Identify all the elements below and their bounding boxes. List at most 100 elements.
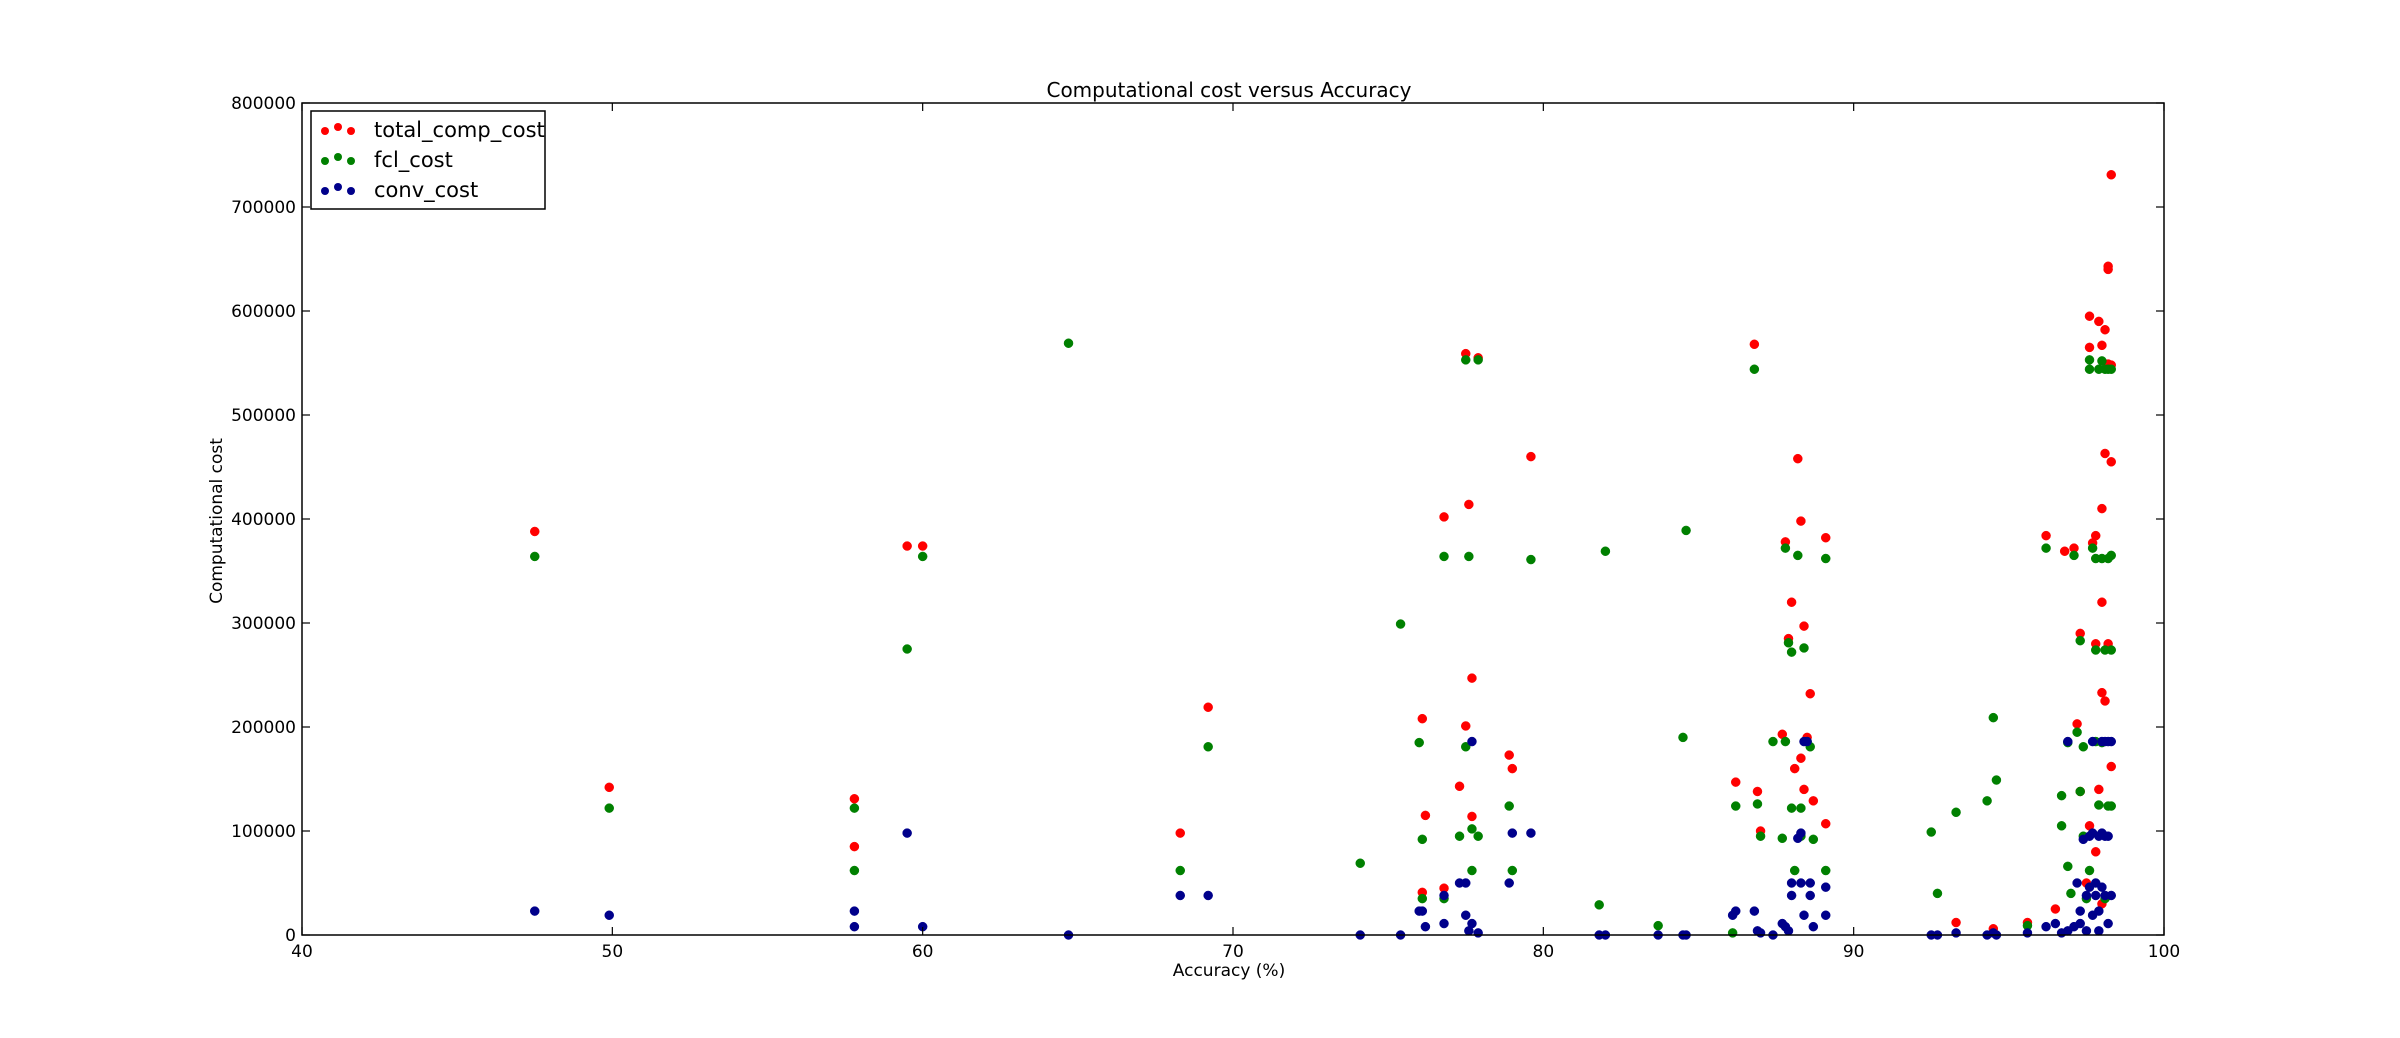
point-fcl_cost — [1467, 865, 1477, 876]
point-conv_cost — [1755, 928, 1766, 938]
point-conv_cost — [2081, 926, 2092, 936]
point-total_comp_cost — [2041, 530, 2051, 541]
point-total_comp_cost — [604, 782, 614, 793]
point-fcl_cost — [2078, 742, 2089, 752]
point-fcl_cost — [1461, 355, 1471, 365]
x-tick-label: 60 — [912, 942, 934, 962]
point-fcl_cost — [1414, 737, 1424, 748]
point-total_comp_cost — [1789, 763, 1800, 774]
point-conv_cost — [2106, 890, 2116, 901]
point-total_comp_cost — [1786, 597, 1797, 607]
legend-label: conv_cost — [374, 178, 478, 203]
point-fcl_cost — [1789, 865, 1800, 876]
point-fcl_cost — [2056, 790, 2067, 801]
point-fcl_cost — [1467, 824, 1477, 834]
y-axis-label: Computational cost — [207, 438, 227, 604]
point-fcl_cost — [2084, 355, 2095, 365]
point-conv_cost — [1805, 878, 1815, 888]
point-fcl_cost — [1504, 801, 1514, 811]
point-conv_cost — [2081, 890, 2092, 901]
point-conv_cost — [1730, 906, 1741, 916]
point-fcl_cost — [1783, 638, 1794, 648]
point-fcl_cost — [2075, 786, 2085, 797]
point-total_comp_cost — [1467, 811, 1477, 822]
point-fcl_cost — [2097, 356, 2107, 366]
x-tick-label: 70 — [1222, 942, 1244, 962]
plot-area — [530, 170, 2116, 940]
point-conv_cost — [1175, 890, 1185, 901]
x-tick-label: 50 — [602, 942, 624, 962]
point-total_comp_cost — [2103, 264, 2113, 275]
y-tick-label: 500000 — [231, 406, 296, 426]
legend-label: fcl_cost — [374, 148, 453, 173]
point-total_comp_cost — [1175, 828, 1185, 838]
point-total_comp_cost — [1439, 512, 1449, 522]
legend-marker — [347, 187, 355, 195]
point-conv_cost — [1951, 928, 1961, 938]
point-fcl_cost — [1653, 920, 1663, 931]
point-total_comp_cost — [902, 541, 912, 551]
point-conv_cost — [1820, 910, 1831, 920]
point-total_comp_cost — [2059, 546, 2070, 556]
point-fcl_cost — [2072, 727, 2082, 737]
point-fcl_cost — [1464, 551, 1474, 562]
axis-ticks: 40 50 60 70 80 90 100 0 100000 200000 300000 400000… — [231, 94, 2180, 962]
y-tick-label: 0 — [285, 926, 296, 946]
point-fcl_cost — [1749, 364, 1760, 374]
chart-title: Computational cost versus Accuracy — [1046, 78, 1411, 102]
point-fcl_cost — [1473, 831, 1483, 841]
legend-marker — [321, 157, 329, 165]
point-total_comp_cost — [917, 541, 928, 551]
x-tick-label: 80 — [1533, 942, 1555, 962]
point-conv_cost — [2050, 918, 2061, 929]
point-conv_cost — [2075, 906, 2085, 916]
point-fcl_cost — [2066, 888, 2076, 899]
point-conv_cost — [849, 921, 860, 932]
point-fcl_cost — [1203, 742, 1213, 752]
point-conv_cost — [604, 910, 614, 920]
point-total_comp_cost — [2097, 597, 2107, 607]
point-total_comp_cost — [1799, 621, 1809, 631]
point-fcl_cost — [1395, 619, 1406, 629]
point-conv_cost — [1526, 828, 1536, 838]
point-conv_cost — [2103, 831, 2113, 841]
point-conv_cost — [2090, 890, 2101, 901]
point-total_comp_cost — [1752, 786, 1763, 797]
point-fcl_cost — [1820, 865, 1831, 876]
x-tick-label: 40 — [291, 942, 313, 962]
point-total_comp_cost — [1796, 516, 1806, 526]
point-fcl_cost — [2069, 550, 2079, 561]
legend-marker — [334, 123, 342, 131]
series-fcl_cost — [530, 338, 2116, 938]
point-total_comp_cost — [2084, 342, 2095, 353]
point-fcl_cost — [2056, 821, 2067, 831]
point-fcl_cost — [1417, 893, 1428, 904]
point-total_comp_cost — [1467, 673, 1477, 683]
point-conv_cost — [1439, 890, 1449, 901]
point-conv_cost — [1820, 882, 1831, 892]
point-total_comp_cost — [1461, 721, 1471, 731]
point-conv_cost — [1796, 878, 1806, 888]
point-fcl_cost — [1820, 553, 1831, 564]
point-fcl_cost — [530, 551, 540, 562]
y-tick-label: 300000 — [231, 614, 296, 634]
point-total_comp_cost — [2094, 316, 2104, 327]
point-fcl_cost — [1473, 355, 1483, 365]
point-fcl_cost — [1780, 736, 1791, 747]
point-fcl_cost — [1786, 647, 1797, 657]
point-fcl_cost — [1799, 643, 1809, 653]
point-total_comp_cost — [1820, 532, 1831, 543]
legend-item: conv_cost — [321, 178, 478, 203]
point-fcl_cost — [1951, 807, 1961, 818]
point-conv_cost — [1799, 910, 1809, 920]
point-conv_cost — [2072, 878, 2082, 888]
point-fcl_cost — [1439, 551, 1449, 562]
point-total_comp_cost — [1951, 917, 1961, 928]
legend-item: total_comp_cost — [321, 118, 545, 143]
y-tick-label: 700000 — [231, 198, 296, 218]
point-total_comp_cost — [1730, 777, 1741, 787]
point-conv_cost — [2022, 928, 2033, 938]
point-conv_cost — [1507, 828, 1518, 838]
point-conv_cost — [1467, 918, 1477, 929]
y-tick-label: 600000 — [231, 302, 296, 322]
